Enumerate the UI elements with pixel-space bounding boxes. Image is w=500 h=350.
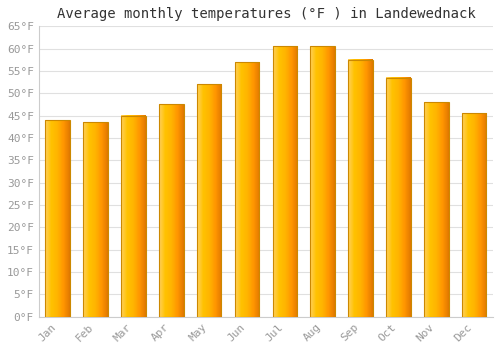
Bar [46,120,70,317]
Bar [462,113,486,317]
Bar [424,102,448,317]
Bar [386,78,410,317]
Bar [310,47,335,317]
Bar [159,105,184,317]
Bar [84,122,108,317]
Bar [272,47,297,317]
Bar [234,62,260,317]
Bar [197,84,222,317]
Title: Average monthly temperatures (°F ) in Landewednack: Average monthly temperatures (°F ) in La… [56,7,476,21]
Bar [121,116,146,317]
Bar [348,60,373,317]
